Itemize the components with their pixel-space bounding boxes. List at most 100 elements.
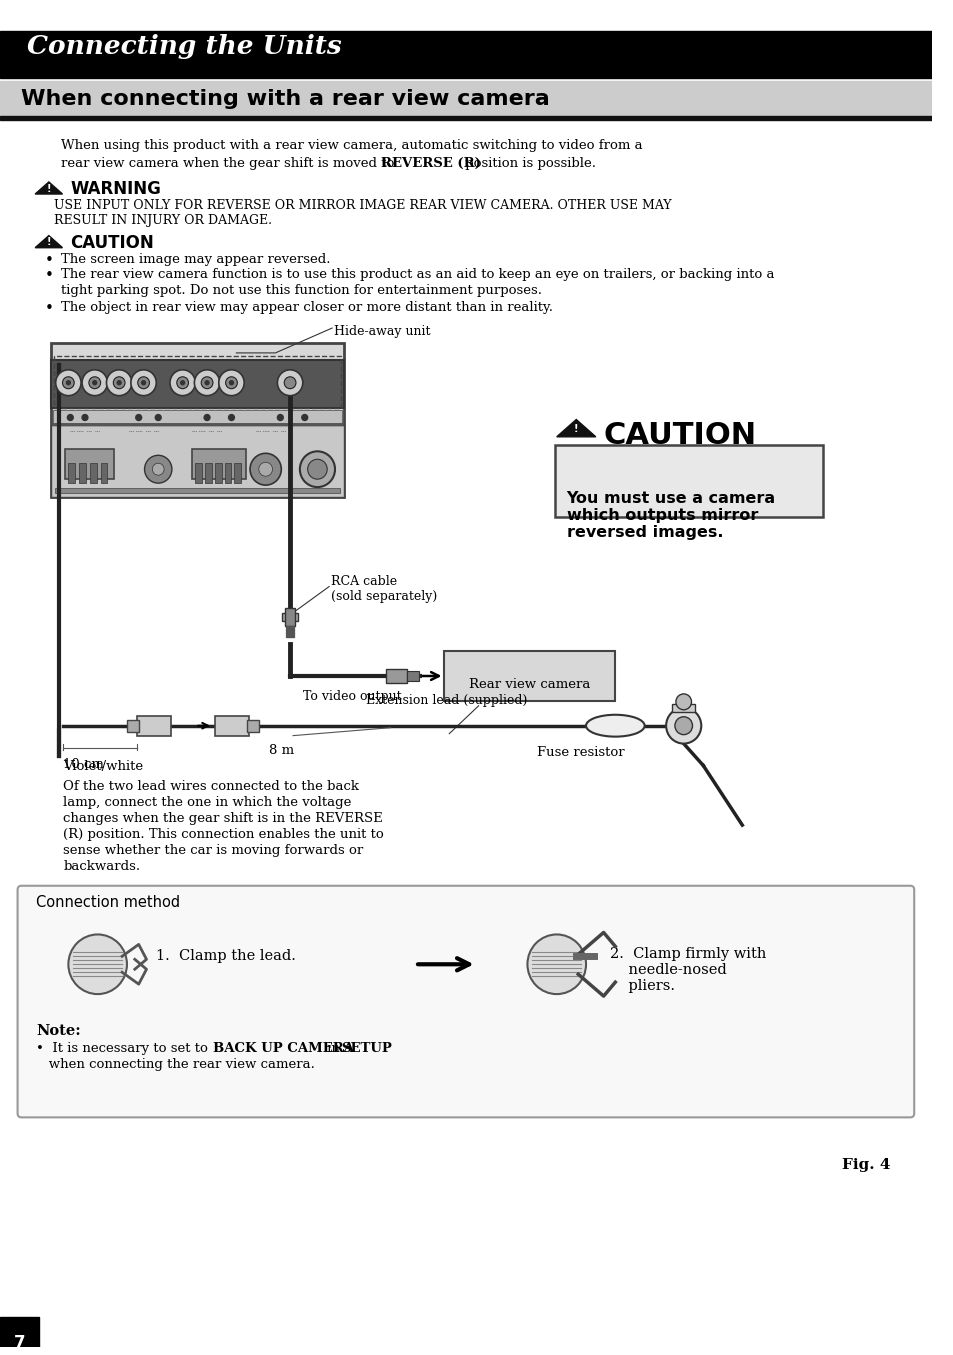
Text: --- ----  ---  ---: --- ---- --- --- (129, 430, 159, 435)
Text: RCA cable: RCA cable (331, 575, 396, 588)
Circle shape (67, 381, 71, 385)
Text: •: • (45, 252, 53, 267)
Text: --- ----  ---  ---: --- ---- --- --- (193, 430, 222, 435)
Text: To video output: To video output (302, 690, 401, 703)
Text: You must use a camera: You must use a camera (566, 491, 775, 505)
Circle shape (145, 455, 172, 484)
Bar (286, 629, 294, 631)
Bar (193, 450, 246, 480)
Circle shape (194, 370, 219, 396)
Text: 2.  Clamp firmly with: 2. Clamp firmly with (610, 947, 766, 962)
Text: Hide-away unit: Hide-away unit (334, 325, 430, 337)
Bar (286, 633, 294, 634)
Circle shape (170, 370, 195, 396)
Text: !: ! (47, 183, 51, 194)
Text: which outputs mirror: which outputs mirror (566, 508, 757, 523)
Circle shape (204, 415, 210, 420)
Text: !: ! (574, 424, 578, 434)
Bar (247, 720, 258, 732)
Bar (52, 424, 341, 425)
Circle shape (250, 454, 281, 485)
Circle shape (180, 381, 185, 385)
Bar (51, 343, 343, 497)
Circle shape (82, 415, 88, 420)
Text: needle-nosed: needle-nosed (610, 963, 726, 977)
Circle shape (229, 415, 234, 420)
Polygon shape (557, 420, 596, 436)
Bar (51, 425, 343, 497)
Text: WARNING: WARNING (71, 180, 161, 198)
Text: when connecting the rear view camera.: when connecting the rear view camera. (36, 1058, 314, 1070)
Text: The object in rear view may appear closer or more distant than in reality.: The object in rear view may appear close… (60, 301, 552, 314)
Circle shape (299, 451, 335, 486)
Bar (195, 463, 202, 484)
Bar (282, 614, 297, 622)
Text: USE INPUT ONLY FOR REVERSE OR MIRROR IMAGE REAR VIEW CAMERA. OTHER USE MAY: USE INPUT ONLY FOR REVERSE OR MIRROR IMA… (53, 199, 671, 211)
Text: Of the two lead wires connected to the back: Of the two lead wires connected to the b… (64, 780, 359, 794)
Bar (53, 356, 340, 408)
Polygon shape (35, 182, 63, 194)
Text: SETUP: SETUP (340, 1042, 392, 1054)
Circle shape (68, 415, 73, 420)
Circle shape (218, 370, 244, 396)
Circle shape (230, 381, 233, 385)
Text: •: • (45, 268, 53, 283)
Text: sense whether the car is moving forwards or: sense whether the car is moving forwards… (64, 844, 363, 856)
Bar (214, 715, 249, 736)
Circle shape (284, 377, 295, 389)
Text: 7: 7 (13, 1335, 26, 1352)
Bar (54, 488, 339, 493)
Circle shape (176, 377, 189, 389)
Circle shape (277, 415, 283, 420)
Circle shape (201, 377, 213, 389)
Circle shape (131, 370, 156, 396)
Bar (0, 117, 931, 121)
Text: (R) position. This connection enables the unit to: (R) position. This connection enables th… (64, 828, 384, 841)
Bar (385, 669, 407, 683)
Text: !: ! (47, 237, 51, 247)
Text: The screen image may appear reversed.: The screen image may appear reversed. (60, 252, 330, 266)
Bar (66, 450, 114, 480)
Text: Rear view camera: Rear view camera (468, 678, 590, 691)
Bar (214, 463, 221, 484)
Text: --- ----  ---  ---: --- ---- --- --- (255, 430, 286, 435)
Text: Extension lead (supplied): Extension lead (supplied) (366, 694, 527, 707)
Circle shape (527, 935, 585, 995)
Text: When connecting with a rear view camera: When connecting with a rear view camera (22, 89, 550, 110)
Text: pliers.: pliers. (610, 980, 675, 993)
Text: Connection method: Connection method (36, 894, 180, 909)
Text: 1.  Clamp the lead.: 1. Clamp the lead. (156, 950, 295, 963)
Circle shape (107, 370, 132, 396)
Circle shape (674, 717, 692, 734)
Text: The rear view camera function is to use this product as an aid to keep an eye on: The rear view camera function is to use … (60, 268, 773, 282)
Text: Note:: Note: (36, 1024, 81, 1038)
Text: lamp, connect the one in which the voltage: lamp, connect the one in which the volta… (64, 797, 352, 809)
Polygon shape (35, 236, 63, 248)
Bar (234, 463, 241, 484)
Bar (285, 608, 294, 626)
Text: CAUTION: CAUTION (71, 233, 154, 252)
Circle shape (277, 370, 302, 396)
Text: changes when the gear shift is in the REVERSE: changes when the gear shift is in the RE… (64, 812, 383, 825)
Circle shape (135, 415, 141, 420)
Circle shape (82, 370, 108, 396)
Bar (444, 652, 615, 701)
Circle shape (226, 377, 237, 389)
Bar (127, 720, 138, 732)
Circle shape (152, 463, 164, 476)
Text: REVERSE (R): REVERSE (R) (380, 157, 480, 171)
Circle shape (69, 935, 127, 995)
Circle shape (301, 415, 308, 420)
Circle shape (205, 381, 209, 385)
Text: rear view camera when the gear shift is moved to: rear view camera when the gear shift is … (60, 157, 397, 171)
Circle shape (137, 377, 150, 389)
Bar (555, 446, 822, 518)
Text: •: • (45, 301, 53, 316)
Bar (286, 626, 294, 629)
Text: (sold separately): (sold separately) (331, 589, 436, 603)
Bar (0, 31, 931, 77)
Bar (0, 1317, 39, 1347)
Bar (51, 360, 343, 408)
Text: position is possible.: position is possible. (460, 157, 596, 171)
Text: BACK UP CAMERA: BACK UP CAMERA (213, 1042, 354, 1054)
